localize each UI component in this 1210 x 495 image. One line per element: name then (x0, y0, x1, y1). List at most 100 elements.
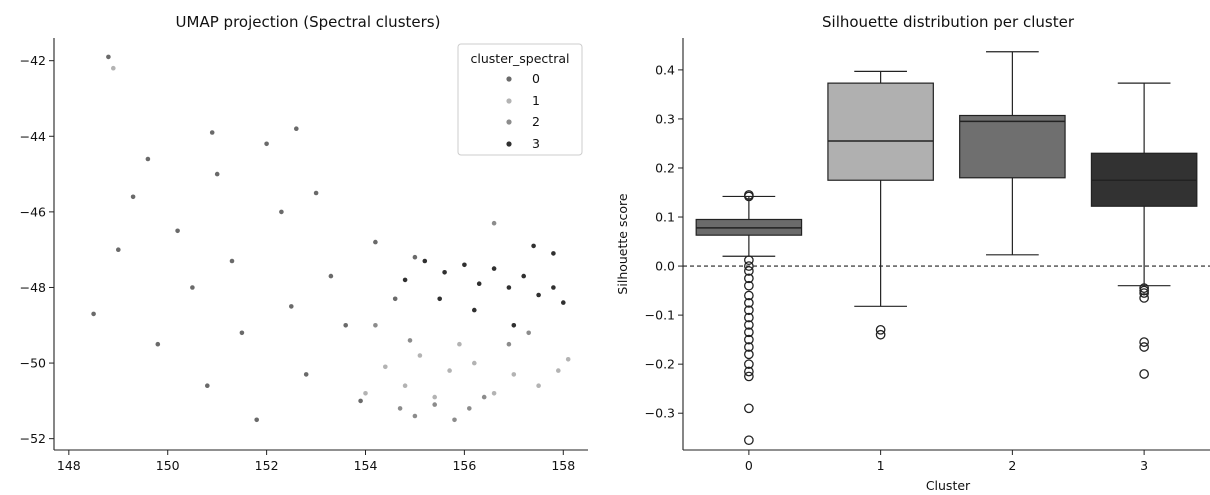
umap-ytick-label-2: −46 (20, 204, 46, 219)
umap-ytick-label-5: −52 (20, 431, 46, 446)
umap-point-c3-2 (462, 262, 467, 268)
umap-point-c2-0 (397, 406, 403, 411)
umap-xtick-label-0: 148 (57, 458, 81, 473)
umap-point-c0-17 (343, 323, 349, 328)
umap-point-c0-7 (214, 171, 220, 177)
umap-point-c0-18 (358, 398, 363, 404)
box-0-outlier-14 (744, 342, 754, 352)
umap-point-c1-10 (363, 391, 368, 396)
umap-point-c0-8 (229, 258, 235, 264)
box-0-outlier-6 (744, 280, 754, 291)
silhouette-xtick-label-0: 0 (745, 458, 753, 473)
umap-x-ticks: 148 150 152 154 156 158 (57, 450, 575, 473)
umap-ytick-label-4: −50 (20, 356, 46, 371)
umap-point-c1-5 (472, 360, 477, 366)
umap-point-c0-16 (328, 273, 334, 279)
umap-point-c2-1 (412, 413, 418, 419)
silhouette-ytick-label-5: −0.1 (645, 308, 675, 323)
silhouette-ytick-label-3: 0.1 (655, 210, 675, 225)
box-0-outlier-11 (744, 320, 754, 330)
silhouette-x-label: Cluster (926, 478, 971, 493)
box-3-outlier-5 (1139, 342, 1149, 352)
umap-point-c3-1 (442, 270, 447, 275)
silhouette-x-ticks: 0 1 2 3 (745, 450, 1148, 473)
umap-point-c0-23 (392, 296, 398, 302)
umap-y-ticks: −42 −44 −46 −48 −50 −52 (20, 53, 54, 446)
umap-point-c1-9 (556, 368, 561, 373)
legend-label-2: 2 (532, 114, 540, 129)
umap-legend: cluster_spectral 0 1 2 3 (457, 43, 583, 156)
box-3-outlier-6 (1139, 369, 1149, 379)
box-cluster-0 (695, 190, 803, 446)
box-0-outlier-18 (744, 371, 754, 382)
umap-point-c1-12 (565, 357, 571, 362)
box-0-outlier-1 (744, 191, 754, 202)
box-0-outlier-19 (744, 403, 754, 414)
umap-ytick-label-0: −42 (20, 53, 46, 68)
umap-point-c2-8 (506, 341, 512, 347)
umap-point-c0-22 (294, 126, 299, 131)
silhouette-ytick-label-6: −0.2 (645, 357, 675, 372)
silhouette-y-label: Silhouette score (615, 193, 630, 294)
umap-point-c3-7 (536, 292, 541, 298)
box-0-outlier-5 (744, 273, 754, 284)
umap-point-c0-12 (279, 209, 284, 215)
umap-xtick-label-2: 152 (255, 458, 279, 473)
umap-point-c0-10 (254, 417, 259, 423)
umap-point-c1-6 (491, 391, 497, 396)
box-1-outlier-0 (875, 324, 886, 335)
umap-point-c1-2 (417, 353, 423, 358)
umap-point-c3-14 (437, 296, 443, 302)
umap-ytick-label-1: −44 (20, 129, 46, 144)
umap-point-c2-6 (373, 323, 378, 328)
box-1-outlier-1 (875, 329, 886, 340)
box-0-outlier-3 (744, 261, 754, 271)
box-1-iqr (827, 82, 934, 181)
umap-point-c3-15 (402, 277, 408, 283)
umap-point-c0-15 (313, 190, 319, 196)
umap-point-c2-2 (432, 402, 438, 407)
silhouette-panel: Silhouette distribution per cluster 0 1 2 3… (615, 13, 1210, 493)
box-0-outlier-8 (744, 298, 754, 308)
box-0-outlier-16 (744, 359, 754, 370)
umap-point-c0-0 (91, 311, 96, 317)
umap-point-c0-5 (190, 285, 195, 290)
umap-point-c3-5 (506, 285, 512, 290)
silhouette-ytick-label-0: 0.4 (655, 62, 675, 77)
silhouette-xtick-label-2: 2 (1008, 458, 1016, 473)
umap-point-c0-11 (264, 141, 269, 147)
umap-point-c1-11 (457, 341, 462, 347)
box-0-outlier-9 (744, 305, 754, 316)
silhouette-xtick-label-3: 3 (1140, 458, 1148, 473)
box-0-outlier-7 (744, 290, 754, 301)
silhouette-ytick-label-1: 0.3 (655, 111, 675, 126)
umap-xtick-label-3: 154 (354, 458, 378, 473)
umap-point-c2-4 (467, 406, 472, 411)
umap-point-c0-9 (239, 330, 245, 336)
legend-frame (457, 43, 583, 156)
umap-point-c0-21 (209, 130, 215, 135)
box-0-outlier-15 (744, 349, 754, 360)
umap-point-c0-13 (289, 304, 294, 309)
umap-point-c2-7 (407, 338, 413, 343)
box-0-outlier-20 (744, 435, 754, 446)
umap-point-c3-6 (521, 273, 526, 279)
umap-point-c3-11 (551, 251, 556, 256)
silhouette-ytick-label-7: −0.3 (645, 406, 675, 421)
box-plots (695, 51, 1198, 446)
box-cluster-1 (827, 70, 934, 340)
legend-label-0: 0 (532, 71, 540, 86)
umap-point-c1-0 (383, 364, 388, 370)
umap-xtick-label-5: 158 (551, 458, 575, 473)
umap-point-c1-8 (536, 383, 541, 389)
box-0-outlier-13 (744, 334, 754, 345)
legend-marker-2 (506, 119, 512, 125)
umap-point-c2-9 (526, 330, 531, 336)
umap-point-c0-1 (116, 247, 121, 252)
box-0-outlier-17 (744, 366, 754, 377)
box-3-outlier-4 (1139, 337, 1149, 347)
umap-point-c0-24 (412, 254, 418, 260)
legend-label-3: 3 (532, 136, 540, 151)
box-3-outlier-0 (1139, 283, 1149, 293)
